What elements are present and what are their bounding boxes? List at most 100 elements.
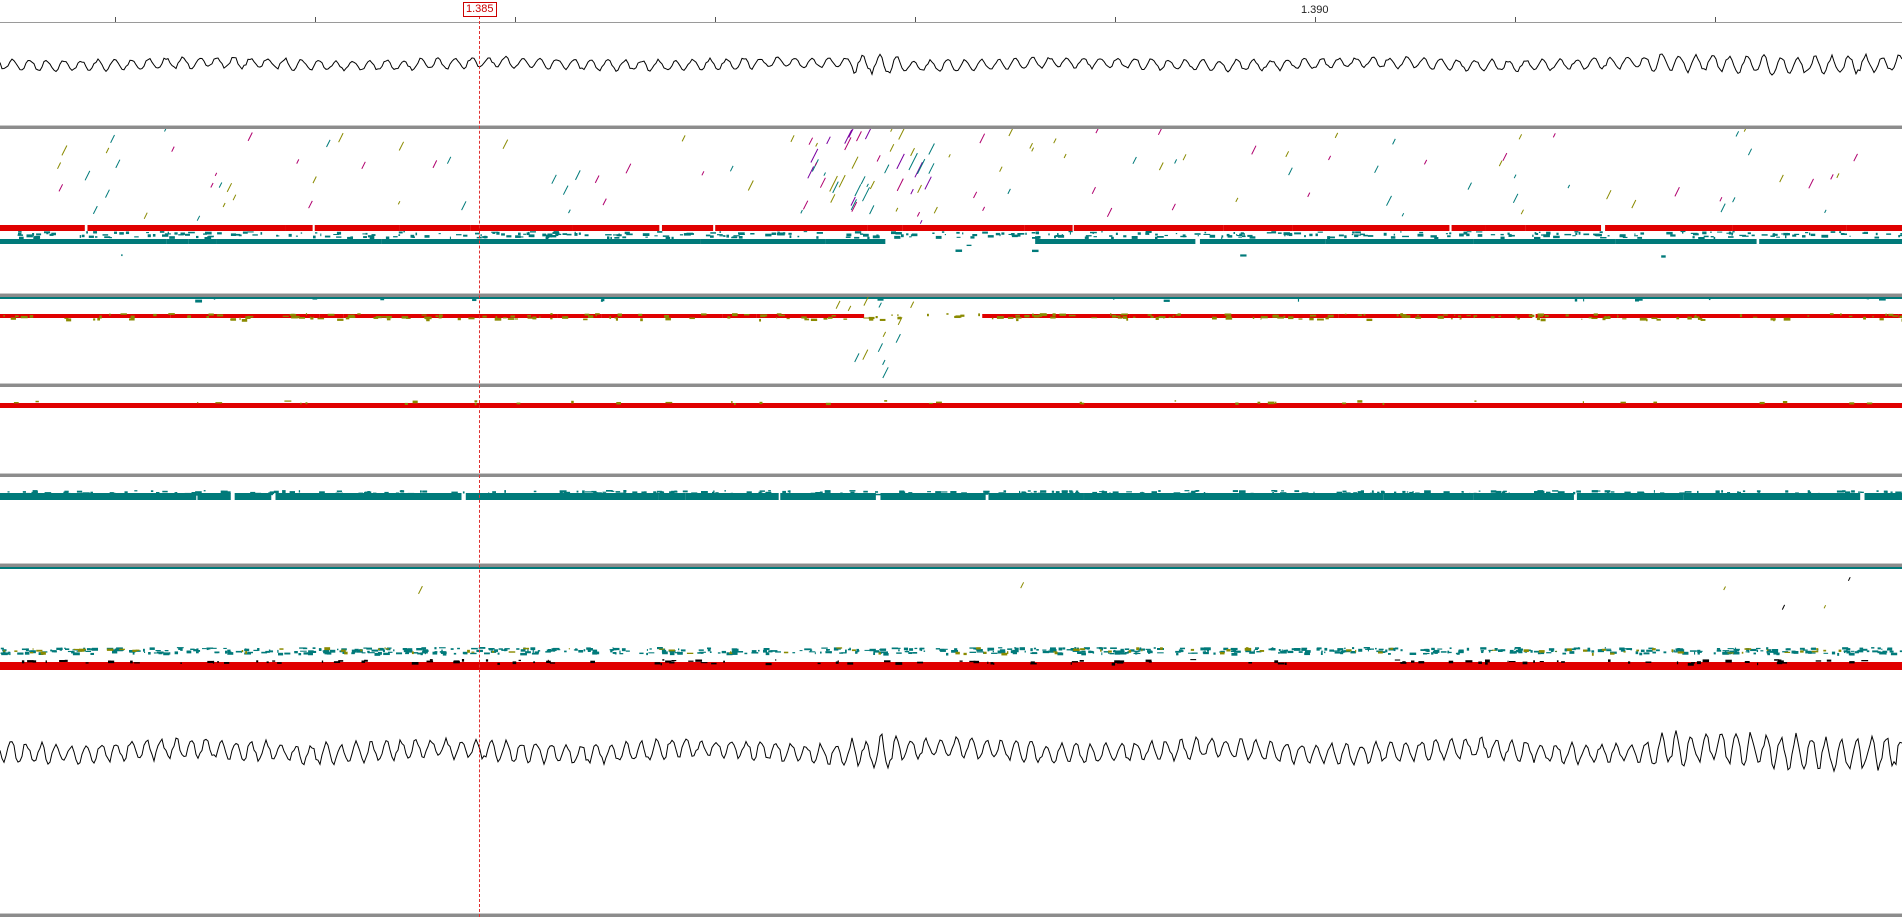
mismatch-mark <box>1652 648 1656 651</box>
mismatch-mark <box>897 316 903 326</box>
reverse-read-fragment <box>1573 491 1576 495</box>
reverse-read-fragment <box>1268 648 1273 651</box>
reverse-read-fragment <box>875 491 879 493</box>
reverse-read-fragment <box>1239 233 1243 236</box>
reverse-read-fragment <box>1697 651 1702 653</box>
reverse-read-fragment <box>366 647 373 650</box>
reverse-read-fragment <box>671 490 678 493</box>
mismatch-mark <box>862 349 869 360</box>
reverse-read-fragment <box>873 650 880 653</box>
reverse-read-fragment <box>112 650 118 654</box>
reverse-read-fragment <box>897 493 902 496</box>
track-separator[interactable] <box>0 913 1902 917</box>
alignment-track-4[interactable] <box>0 477 1902 563</box>
reverse-read-fragment <box>597 492 602 494</box>
reverse-read-fragment <box>30 650 36 654</box>
reverse-read-fragment <box>335 492 339 495</box>
reverse-read-fragment <box>1575 232 1578 236</box>
reverse-read-fragment <box>674 652 679 654</box>
reverse-read-fragment <box>1670 234 1676 237</box>
reverse-read-fragment <box>253 649 259 652</box>
reverse-read-fragment <box>1011 233 1015 236</box>
reverse-read-fragment <box>278 652 284 656</box>
mismatch-mark <box>1150 315 1154 319</box>
reverse-read-fragment <box>24 651 30 655</box>
reverse-read-fragment <box>849 647 851 650</box>
reverse-read-fragment <box>117 647 121 650</box>
reverse-read-fragment <box>1416 492 1420 495</box>
reverse-read-fragment <box>358 492 360 495</box>
reverse-read-fragment <box>67 650 74 653</box>
mismatch-mark <box>829 175 838 192</box>
reverse-read-fragment <box>587 649 591 653</box>
reverse-read-fragment <box>1782 651 1789 653</box>
track-separator[interactable] <box>0 473 1902 477</box>
mismatch-mark <box>1836 173 1840 179</box>
reverse-read-fragment <box>1653 490 1655 493</box>
reverse-read-fragment <box>1805 651 1813 654</box>
track-separator[interactable] <box>0 125 1902 129</box>
forward-read-band <box>1292 225 1450 231</box>
reverse-read-fragment <box>462 491 465 494</box>
mismatch-mark <box>897 316 902 320</box>
reverse-read-fragment <box>1083 647 1090 650</box>
reverse-read-fragment <box>395 492 400 494</box>
mismatch-mark <box>1260 318 1262 320</box>
reverse-read-fragment <box>976 651 984 653</box>
reverse-read-fragment <box>1443 491 1450 494</box>
reverse-read-fragment <box>1477 234 1483 237</box>
reverse-read-fragment <box>114 648 121 652</box>
mismatch-mark <box>1538 650 1545 653</box>
reverse-read-fragment <box>441 649 443 653</box>
reverse-read-fragment <box>415 232 418 236</box>
reverse-read-fragment <box>1194 490 1198 492</box>
mismatch-mark <box>1111 662 1116 666</box>
reverse-read-fragment <box>1294 232 1302 235</box>
mismatch-mark <box>298 317 306 319</box>
mismatch-mark <box>1540 318 1546 322</box>
track-separator[interactable] <box>0 383 1902 387</box>
reverse-read-fragment <box>1278 652 1280 654</box>
mismatch-mark <box>1556 660 1559 663</box>
coordinate-ruler[interactable]: 1.390 <box>0 0 1902 23</box>
alignment-track-3[interactable] <box>0 387 1902 473</box>
reverse-read-fragment <box>1692 236 1695 239</box>
reverse-read-fragment <box>1766 647 1769 650</box>
track-separator[interactable] <box>0 563 1902 567</box>
reverse-read-fragment <box>710 232 716 234</box>
alignment-track-1[interactable] <box>0 129 1902 293</box>
reverse-read-fragment <box>527 649 529 652</box>
reverse-read-fragment <box>439 647 446 649</box>
reverse-read-fragment <box>1449 647 1452 650</box>
reverse-read-fragment <box>1114 651 1122 654</box>
reverse-read-fragment <box>1652 651 1656 654</box>
alignment-track-2[interactable] <box>0 297 1902 383</box>
mismatch-mark <box>917 661 924 664</box>
reverse-read-fragment <box>1383 232 1387 236</box>
mismatch-mark <box>348 316 356 319</box>
mismatch-mark <box>1079 660 1084 662</box>
mismatch-mark <box>854 184 862 197</box>
waveform-track-bottom[interactable] <box>0 691 1902 913</box>
alignment-track-5[interactable] <box>0 567 1902 691</box>
forward-read-band <box>722 314 757 318</box>
reverse-read-fragment <box>1488 649 1491 653</box>
reverse-read-fragment <box>1037 492 1042 494</box>
reverse-read-fragment <box>655 492 658 496</box>
mismatch-mark <box>973 660 980 664</box>
reverse-read-fragment <box>1334 651 1341 654</box>
reverse-read-fragment <box>600 299 603 302</box>
mismatch-mark <box>1155 317 1159 320</box>
reverse-read-fragment <box>841 652 847 654</box>
reverse-read-fragment <box>1103 647 1107 649</box>
reverse-read-fragment <box>1883 490 1888 493</box>
reverse-read-fragment <box>1899 234 1902 237</box>
track-separator[interactable] <box>0 293 1902 297</box>
reverse-read-fragment <box>662 651 668 655</box>
reverse-read-fragment <box>227 649 231 652</box>
mismatch-mark <box>187 315 191 318</box>
waveform-track-top[interactable] <box>0 23 1902 125</box>
track-area[interactable] <box>0 23 1902 917</box>
reverse-read-fragment <box>596 651 600 655</box>
